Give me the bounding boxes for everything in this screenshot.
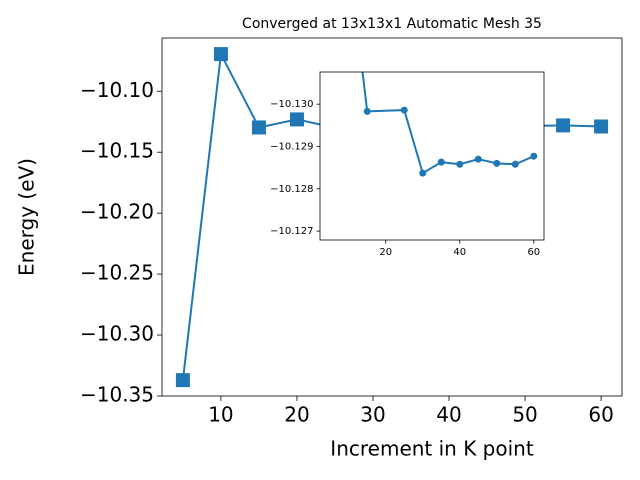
marker: [594, 119, 609, 134]
y-tick-label: −10.10: [80, 78, 154, 102]
marker: [437, 158, 445, 166]
x-tick-label: 40: [436, 403, 461, 427]
x-axis-label: Increment in K point: [330, 437, 534, 461]
y-tick-label: −10.30: [80, 322, 154, 346]
marker: [511, 160, 519, 168]
y-tick-label: −10.35: [80, 383, 154, 407]
x-tick-label: 30: [360, 403, 385, 427]
chart-title: Converged at 13x13x1 Automatic Mesh 35: [242, 16, 542, 32]
marker: [419, 169, 427, 177]
y-tick-label: −10.20: [80, 200, 154, 224]
marker: [493, 159, 501, 167]
marker: [530, 152, 538, 160]
marker: [251, 120, 266, 135]
series: [361, 72, 538, 177]
plot-area: [320, 72, 544, 240]
x-tick-label: 60: [588, 403, 613, 427]
x-tick-label: 10: [208, 403, 233, 427]
y-tick-label: −10.128: [270, 184, 313, 195]
y-tick-label: −10.130: [270, 99, 313, 110]
y-tick-label: −10.127: [270, 226, 313, 237]
x-tick-label: 50: [512, 403, 537, 427]
axes-frame: [161, 37, 623, 397]
line: [361, 72, 535, 175]
y-tick-label: −10.129: [270, 141, 313, 152]
x-tick-label: 60: [527, 247, 540, 258]
marker: [213, 47, 228, 62]
marker: [474, 155, 482, 163]
x-tick-label: 20: [379, 247, 392, 258]
y-tick-label: −10.25: [80, 261, 154, 285]
marker: [363, 107, 371, 115]
x-tick-label: 40: [453, 247, 466, 258]
y-tick-label: −10.15: [80, 139, 154, 163]
marker: [289, 112, 304, 127]
marker: [456, 160, 464, 168]
marker: [175, 373, 190, 388]
axes-frame: [319, 71, 545, 241]
marker: [400, 106, 408, 114]
marker: [556, 118, 571, 133]
x-tick-label: 20: [284, 403, 309, 427]
y-axis-label: Energy (eV): [15, 158, 39, 276]
